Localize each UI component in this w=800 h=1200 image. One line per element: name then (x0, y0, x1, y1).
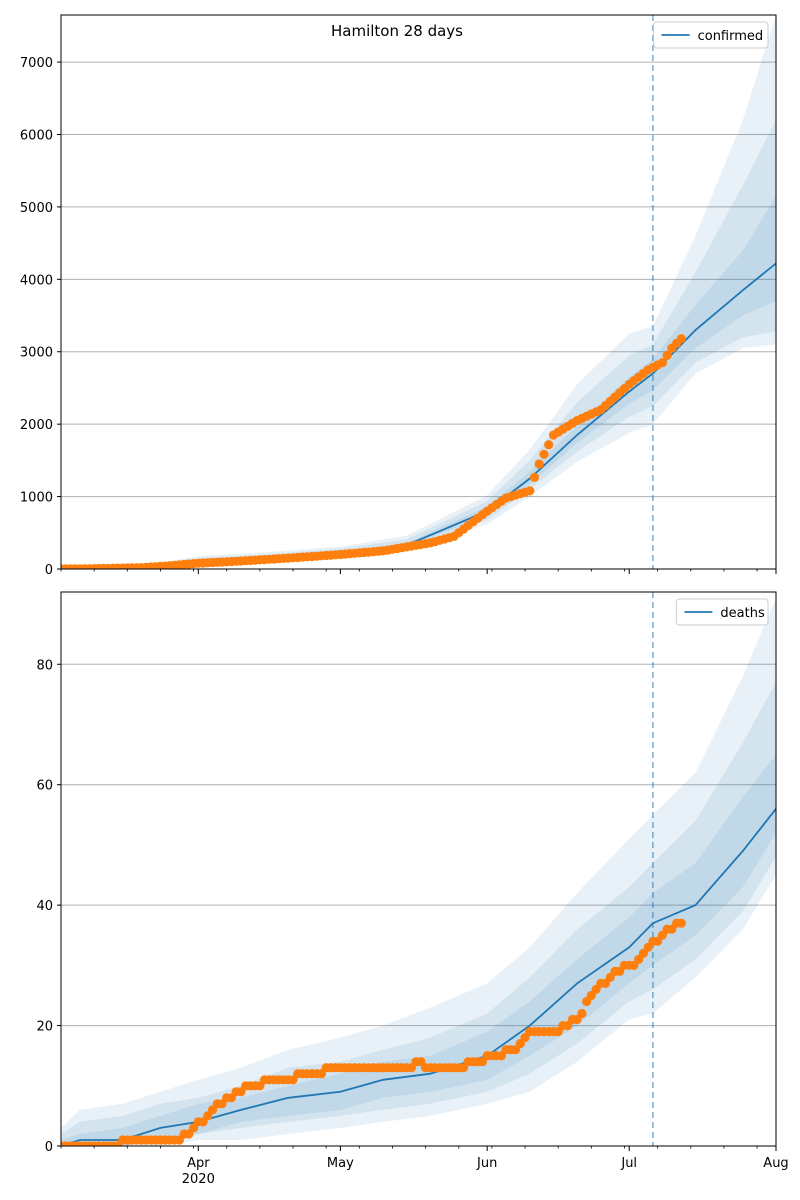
y-tick-label: 7000 (20, 56, 53, 71)
confirmed-panel: 0 1000 2000 3000 4000 5000 6000 7000 confirmed (20, 14, 777, 578)
y-tick-label: 3000 (20, 346, 53, 361)
y-tick-label: 5000 (20, 201, 53, 216)
observed-point (534, 459, 544, 469)
observed-point (544, 440, 554, 450)
y-tick-label: 80 (36, 658, 53, 673)
model-line (61, 808, 776, 1146)
x-year-label: 2020 (182, 1172, 215, 1187)
uncertainty-band-1 (61, 15, 776, 569)
y-tick-label: 40 (36, 899, 53, 914)
observed-point (676, 918, 686, 928)
legend-box (653, 21, 769, 49)
y-tick-label: 0 (45, 563, 53, 578)
legend: confirmed (653, 21, 769, 49)
uncertainty-band-3 (61, 754, 776, 1146)
chart-title: Hamilton 28 days (331, 22, 463, 40)
legend-label: confirmed (698, 29, 764, 44)
observed-point (657, 358, 668, 368)
uncertainty-band-1 (61, 598, 776, 1146)
plot-area (61, 15, 776, 569)
observed-point (525, 486, 535, 496)
observed-point (577, 1008, 587, 1019)
observed-point (676, 334, 686, 344)
y-tick-label: 1000 (20, 491, 53, 506)
y-tick-label: 60 (36, 779, 53, 794)
y-tick-label: 6000 (20, 128, 53, 143)
y-tick-label: 20 (36, 1020, 53, 1035)
observed-point (529, 472, 540, 482)
x-tick-label: Jul (620, 1156, 637, 1171)
legend-box (675, 598, 769, 626)
observed-series (61, 918, 686, 1146)
axes-frame (60, 14, 777, 570)
observed-series (61, 334, 686, 569)
observed-point (662, 350, 672, 360)
y-tick-label: 4000 (20, 273, 53, 288)
observed-point (539, 449, 549, 459)
y-tick-label: 2000 (20, 418, 53, 433)
deaths-panel: 0 20 40 60 80 Apr May Jun Jul Aug 2020 deaths (36, 591, 789, 1187)
y-tick-label: 0 (45, 1140, 53, 1155)
uncertainty-band-2 (61, 682, 776, 1146)
legend: deaths (675, 598, 769, 626)
x-tick-label: Apr (187, 1156, 210, 1171)
x-tick-label: Aug (763, 1156, 788, 1171)
x-tick-label: Jun (476, 1156, 497, 1171)
x-tick-label: May (327, 1156, 354, 1171)
axes-frame (60, 591, 777, 1147)
legend-label: deaths (720, 606, 765, 621)
plot-area (61, 592, 776, 1146)
